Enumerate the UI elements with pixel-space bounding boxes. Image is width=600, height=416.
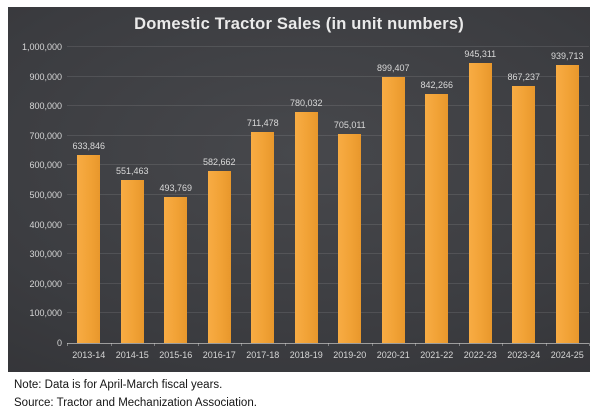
x-axis-tick-label: 2023-24: [507, 350, 541, 360]
bar-2016-17: [207, 170, 231, 343]
x-axis-tick-label: 2018-19: [289, 350, 323, 360]
x-axis-tick: [502, 343, 503, 346]
x-axis-line: [67, 343, 589, 344]
bar-2013-14: [77, 155, 101, 343]
x-axis-tick-label: 2019-20: [333, 350, 367, 360]
y-axis-tick-label: 700,000: [29, 130, 62, 141]
x-axis-tick: [371, 343, 373, 346]
y-axis-tick-label: 600,000: [29, 160, 62, 171]
x-axis-tick: [67, 343, 68, 346]
chart-panel: Domestic Tractor Sales (in unit numbers)…: [8, 7, 590, 372]
bar-value-label: 939,713: [550, 50, 584, 61]
y-axis-tick-label: 900,000: [29, 71, 62, 82]
bar-value-label: 899,407: [376, 62, 410, 73]
plot-area: 633,846 551,463 493,769 582,662 711,478 780,0…: [67, 46, 590, 346]
x-axis-tick-label: 2021-22: [420, 350, 454, 360]
bar-value-label: 780,032: [289, 98, 323, 109]
bar-value-label: 711,478: [246, 118, 279, 129]
x-axis-tick: [545, 343, 547, 346]
x-axis-tick: [110, 343, 112, 346]
x-axis-tick-label: 2024-25: [550, 350, 584, 360]
gridline: [67, 134, 589, 136]
y-axis-tick-label: 1,000,000: [21, 42, 62, 52]
bar-value-label: 842,266: [420, 79, 454, 90]
bar-2023-24: [512, 86, 536, 343]
x-axis-tick-label: 2014-15: [115, 350, 149, 360]
y-axis-tick-label: 400,000: [29, 219, 62, 230]
x-axis-tick-label: 2020-21: [376, 350, 410, 360]
gridline: [67, 282, 589, 284]
bar-value-label: 551,463: [115, 165, 149, 176]
y-axis-tick-label: 800,000: [29, 101, 62, 112]
x-axis-tick-label: 2013-14: [72, 350, 106, 360]
gridline: [67, 164, 589, 166]
bar-2022-23: [468, 63, 492, 343]
x-axis-tick-label: 2016-17: [202, 350, 236, 360]
bar-2017-18: [251, 132, 275, 343]
bar-2021-22: [425, 93, 449, 343]
bar-2015-16: [164, 196, 188, 343]
y-axis-tick-label: 100,000: [29, 308, 62, 319]
y-axis-tick-label: 500,000: [29, 190, 62, 200]
bar-2024-25: [555, 64, 579, 343]
bar-2020-21: [381, 76, 405, 343]
bar-2014-15: [120, 179, 144, 343]
bar-value-label: 582,662: [202, 156, 236, 167]
x-axis-tick: [589, 343, 590, 346]
source-text: Source: Tractor and Mechanization Associ…: [14, 397, 257, 409]
x-axis-tick-label: 2015-16: [159, 350, 193, 360]
bar-2019-20: [338, 134, 362, 343]
bar-value-label: 867,237: [507, 72, 541, 83]
bar-value-label: 493,769: [159, 182, 193, 193]
gridline: [67, 46, 589, 47]
x-axis-tick: [415, 343, 416, 346]
x-axis-tick: [241, 343, 242, 346]
gridline: [67, 105, 589, 107]
gridline: [67, 75, 589, 77]
bar-2018-19: [294, 112, 318, 343]
y-axis-tick-label: 200,000: [29, 278, 62, 289]
x-axis-tick-label: 2017-18: [246, 350, 280, 360]
gridline: [67, 194, 589, 195]
x-axis-tick: [197, 343, 199, 346]
x-axis-tick: [284, 343, 286, 346]
bar-value-label: 705,011: [333, 120, 366, 131]
x-axis-tick: [154, 343, 155, 346]
note-text: Note: Data is for April-March fiscal yea…: [14, 379, 223, 391]
gridline: [67, 253, 589, 255]
x-axis-tick: [328, 343, 329, 346]
bar-value-label: 945,311: [464, 49, 497, 60]
gridline: [67, 312, 589, 314]
y-axis-tick-label: 300,000: [29, 249, 62, 260]
gridline: [67, 223, 589, 225]
x-axis-tick-label: 2022-23: [463, 350, 497, 360]
bar-value-label: 633,846: [72, 141, 106, 152]
chart-title: Domestic Tractor Sales (in unit numbers): [134, 15, 464, 33]
x-axis-tick: [458, 343, 460, 346]
y-axis-tick-label: 0: [56, 338, 62, 348]
